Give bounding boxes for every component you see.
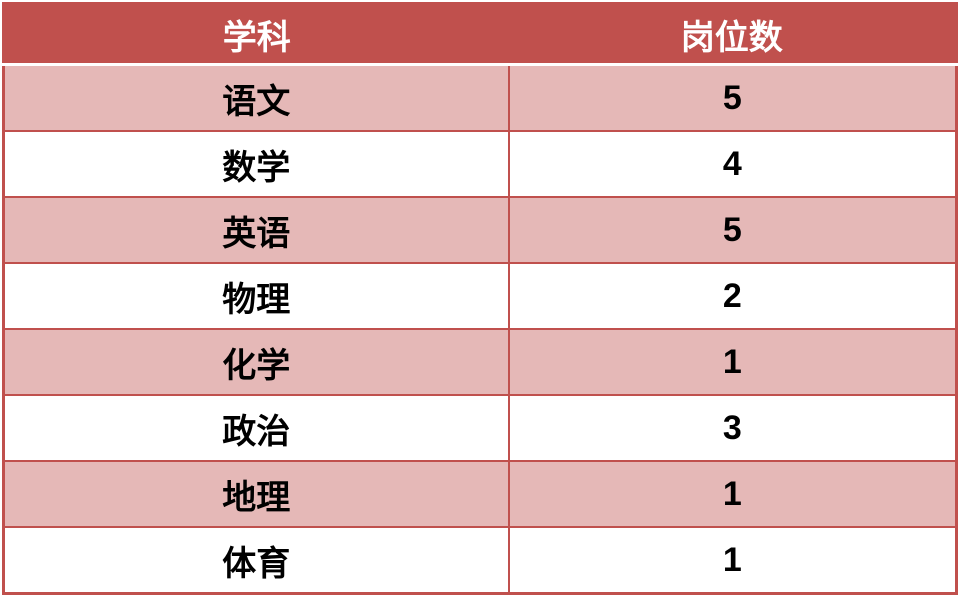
count-cell: 3 bbox=[507, 394, 958, 462]
count-cell: 1 bbox=[507, 328, 958, 396]
count-cell: 2 bbox=[507, 262, 958, 330]
count-cell: 1 bbox=[507, 460, 958, 528]
subject-cell: 物理 bbox=[2, 262, 510, 330]
table-row: 语文 5 bbox=[2, 63, 958, 132]
table-body: 语文 5 数学 4 英语 5 物理 2 化学 1 政治 3 地理 1 体育 1 bbox=[2, 63, 958, 595]
table-row: 地理 1 bbox=[2, 460, 958, 528]
subject-cell: 地理 bbox=[2, 460, 510, 528]
subject-cell: 英语 bbox=[2, 196, 510, 264]
header-row: 学科 岗位数 bbox=[3, 3, 957, 66]
count-cell: 4 bbox=[507, 130, 958, 198]
subject-cell: 政治 bbox=[2, 394, 510, 462]
count-cell: 5 bbox=[507, 63, 958, 132]
table-row: 政治 3 bbox=[2, 394, 958, 462]
table-row: 体育 1 bbox=[2, 526, 958, 595]
subject-cell: 语文 bbox=[2, 63, 510, 132]
table-row: 英语 5 bbox=[2, 196, 958, 264]
subject-cell: 体育 bbox=[2, 526, 510, 595]
subject-cell: 化学 bbox=[2, 328, 510, 396]
subject-cell: 数学 bbox=[2, 130, 510, 198]
table-row: 化学 1 bbox=[2, 328, 958, 396]
table-row: 物理 2 bbox=[2, 262, 958, 330]
count-cell: 1 bbox=[507, 526, 958, 595]
count-cell: 5 bbox=[507, 196, 958, 264]
table-row: 数学 4 bbox=[2, 130, 958, 198]
header-cell-subject: 学科 bbox=[3, 3, 509, 66]
header-cell-count: 岗位数 bbox=[508, 3, 957, 66]
